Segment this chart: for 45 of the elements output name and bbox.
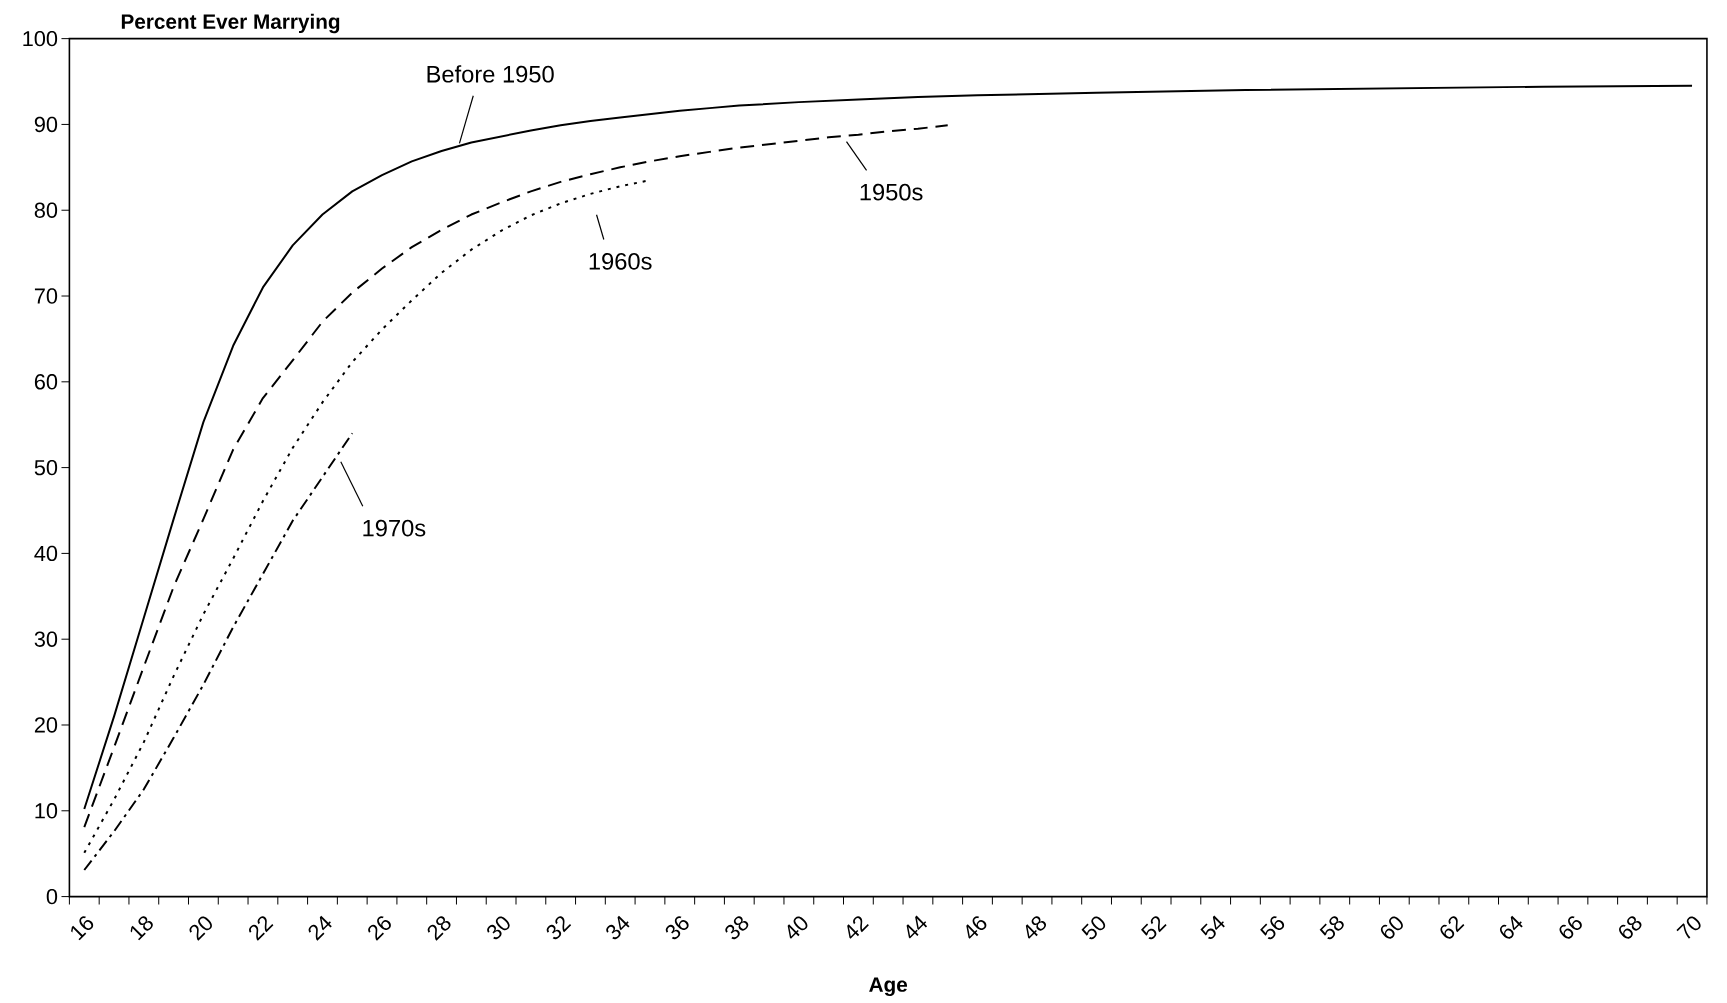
annotation: 1950s [860,183,923,201]
y-tick-label: 90 [34,116,58,133]
y-tick-label: 60 [34,374,58,390]
y-tick-label: 100 [23,30,58,47]
x-tick-label: 36 [665,916,689,940]
x-tick-label: 42 [847,916,869,939]
x-tick-label: 16 [71,916,94,941]
y-tick-label: 0 [46,888,58,905]
x-tick-label: 18 [130,916,153,941]
x-tick-label: 70 [1676,916,1701,939]
x-tick-label: 26 [368,916,391,941]
x-tick-label: 20 [189,916,212,941]
x-axis-title: Age [869,977,908,996]
x-tick-label: 28 [427,916,451,941]
y-tick-label: 80 [34,202,58,218]
x-tick-label: 40 [787,916,808,939]
x-tick-label: 68 [1619,916,1642,939]
x-tick-label: 64 [1499,915,1523,939]
y-tick-label: 70 [34,288,58,304]
x-tick-label: 22 [249,916,274,941]
y-tick-label: 30 [34,631,58,647]
x-tick-label: 38 [725,916,749,940]
x-tick-label: 24 [308,915,332,941]
annotation: Before 1950 [427,65,554,83]
x-tick-label: 48 [1025,916,1047,939]
x-tick-label: 30 [487,916,510,940]
annotation: 1960s [589,252,652,270]
x-tick-label: 32 [546,916,572,940]
x-tick-label: 58 [1319,916,1344,940]
y-tick-label: 50 [34,459,58,476]
x-tick-label: 66 [1559,916,1582,939]
x-tick-label: 50 [1081,916,1106,940]
x-tick-label: 60 [1380,916,1403,939]
x-tick-label: 44 [906,915,928,939]
y-tick-label: 10 [35,803,58,819]
x-tick-label: 62 [1440,916,1465,939]
x-tick-label: 54 [1200,915,1225,940]
y-tick-label: 20 [34,717,58,733]
x-tick-label: 46 [966,916,987,939]
x-tick-label: 56 [1260,916,1285,940]
annotation: 1970s [363,519,426,537]
y-axis-title: Percent Ever Marrying [121,13,340,34]
y-tick-label: 40 [34,545,58,562]
x-tick-label: 52 [1141,916,1167,940]
x-tick-label: 34 [606,915,630,940]
